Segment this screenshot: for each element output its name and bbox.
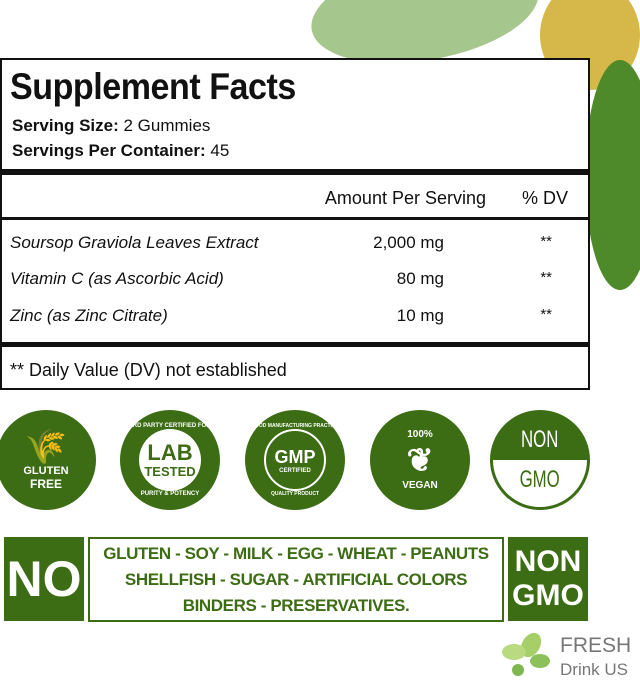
free-from-list: GLUTEN - SOY - MILK - EGG - WHEAT - PEAN… — [88, 537, 504, 622]
nutrient-row: Soursop Graviola Leaves Extract 2,000 mg *… — [2, 233, 588, 257]
nutrient-dv: ** — [540, 306, 552, 323]
divider — [2, 342, 588, 347]
gmo-text: GMO — [512, 579, 584, 612]
supplement-facts-panel: Supplement Facts Serving Size: 2 Gummies… — [0, 58, 590, 390]
nutrient-dv: ** — [540, 269, 552, 286]
gmp-badge: GOOD MANUFACTURING PRACTICE GMP CERTIFIE… — [245, 410, 345, 510]
non-gmo-badge: NON GMO — [490, 410, 590, 510]
nutrient-amount: 80 mg — [396, 269, 444, 288]
badge-text: GMP — [274, 446, 316, 467]
badge-text: NON — [521, 426, 559, 453]
badge-text: 100% — [407, 429, 433, 440]
dv-header: % DV — [521, 188, 568, 208]
vegan-badge: 100% ❦ VEGAN — [370, 410, 470, 510]
brand-tagline: Drink US — [560, 660, 629, 679]
badge-text: GMO — [519, 466, 561, 493]
badge-text: CERTIFIED — [279, 467, 311, 474]
nutrient-name: Soursop Graviola Leaves Extract — [10, 233, 259, 252]
servings-value: 45 — [210, 141, 230, 160]
gmp-inner: GMP CERTIFIED — [264, 429, 326, 491]
servings-label: Servings Per Container: — [12, 141, 206, 160]
nutrient-amount: 10 mg — [396, 306, 444, 325]
brand-logo-icon — [500, 629, 550, 678]
badge-text: 3RD PARTY CERTIFIED FOR — [129, 423, 211, 429]
badge-text: PURITY & POTENCY — [140, 491, 200, 497]
badge-text: TESTED — [144, 463, 196, 479]
badge-text: FREE — [29, 477, 62, 491]
nutrient-row: Vitamin C (as Ascorbic Acid) 80 mg ** — [2, 269, 588, 293]
amount-header: Amount Per Serving — [324, 188, 486, 208]
badge-text: QUALITY PRODUCT — [271, 491, 319, 497]
free-from-line: BINDERS - PRESERVATIVES. — [182, 595, 410, 615]
lab-tested-badge: 3RD PARTY CERTIFIED FOR LAB TESTED PURIT… — [120, 410, 220, 510]
no-label: NO — [4, 537, 84, 621]
non-text: NON — [514, 545, 582, 578]
brand-name: FRESH — [560, 634, 632, 657]
non-gmo-box: NON GMO — [508, 537, 588, 621]
divider — [2, 169, 588, 175]
badge-text: GLUTEN — [23, 465, 69, 477]
wheat-icon: 🌾 — [24, 428, 68, 466]
badge-text: GOOD MANUFACTURING PRACTICE — [251, 423, 339, 429]
facts-title: Supplement Facts — [10, 66, 296, 107]
divider — [2, 217, 588, 220]
serving-size: Serving Size: 2 Gummies — [12, 116, 210, 136]
free-from-line: GLUTEN - SOY - MILK - EGG - WHEAT - PEAN… — [103, 543, 489, 563]
badge-text: LAB — [147, 439, 193, 465]
leaf-image — [585, 60, 640, 290]
footnote: ** Daily Value (DV) not established — [10, 360, 287, 380]
lab-inner: LAB TESTED — [139, 429, 201, 491]
nutrient-name: Vitamin C (as Ascorbic Acid) — [10, 269, 224, 288]
serving-size-label: Serving Size: — [12, 116, 119, 135]
free-from-line: SHELLFISH - SUGAR - ARTIFICIAL COLORS — [124, 569, 468, 589]
serving-size-value: 2 Gummies — [123, 116, 211, 135]
leaves-icon: ❦ — [406, 442, 434, 478]
nutrient-name: Zinc (as Zinc Citrate) — [10, 306, 168, 325]
gluten-free-badge: 🌾 GLUTEN FREE — [0, 410, 96, 510]
nutrient-amount: 2,000 mg — [373, 233, 444, 252]
nutrient-row: Zinc (as Zinc Citrate) 10 mg ** — [2, 306, 588, 330]
nutrient-dv: ** — [540, 233, 552, 250]
servings-per-container: Servings Per Container: 45 — [12, 141, 229, 161]
badge-text: VEGAN — [402, 480, 438, 491]
column-headers: Amount Per Serving % DV — [2, 188, 588, 212]
